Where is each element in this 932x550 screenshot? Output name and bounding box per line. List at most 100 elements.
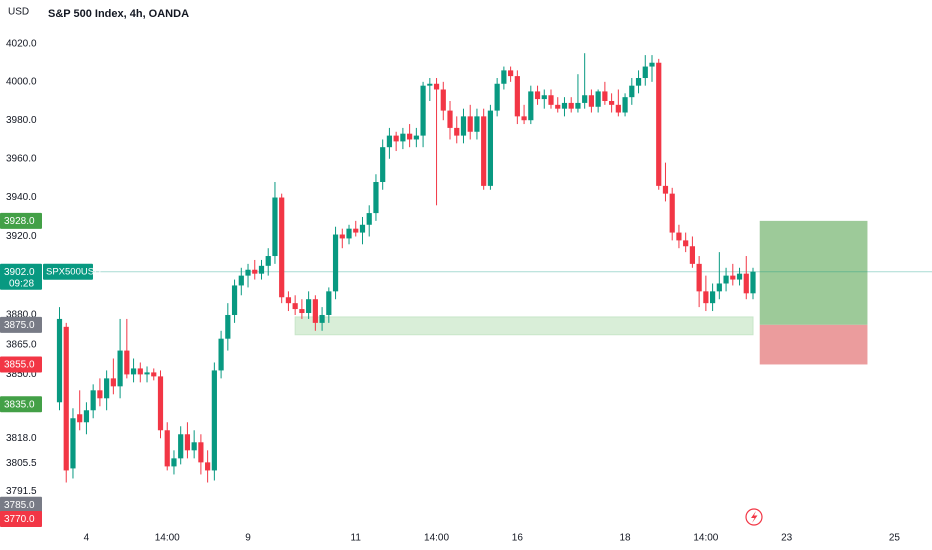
price-label: 3902.0 — [4, 267, 35, 278]
candle-body — [346, 228, 352, 239]
candle-body — [312, 299, 318, 323]
price-label-box — [0, 316, 42, 333]
alert-icon[interactable] — [745, 508, 763, 526]
candle-body — [205, 462, 211, 471]
candle-body — [609, 101, 615, 105]
candle-body — [615, 104, 621, 113]
candle-body — [736, 273, 743, 280]
candle-body — [306, 299, 312, 314]
candle-body — [231, 285, 238, 315]
candle-body — [265, 256, 271, 266]
price-labels: 3928.03902.009:28SPX500USD3875.03855.038… — [0, 212, 101, 527]
candle-body — [83, 410, 90, 423]
candle-body — [575, 102, 581, 109]
candle-body — [56, 318, 63, 403]
candle-body — [508, 70, 514, 77]
candle-body — [285, 297, 292, 304]
candle-body — [716, 283, 722, 292]
candle-body — [662, 185, 669, 194]
candle-body — [454, 127, 460, 136]
candle-body — [407, 133, 413, 140]
candle-body — [292, 303, 298, 310]
candle-body — [528, 91, 534, 121]
x-tick-label: 14:00 — [424, 533, 449, 544]
candle-body — [696, 263, 702, 292]
candle-body — [319, 314, 325, 323]
y-tick-label: 3791.5 — [6, 486, 37, 497]
candle-body — [501, 70, 507, 84]
x-tick-label: 23 — [781, 533, 793, 544]
candle-body — [218, 338, 224, 371]
candle-body — [258, 265, 265, 274]
candle-body — [683, 240, 689, 247]
candle-body — [582, 95, 588, 103]
y-tick-label: 3865.0 — [6, 339, 37, 350]
y-tick-label: 3818.0 — [6, 433, 37, 444]
candle-body — [676, 232, 682, 241]
x-tick-label: 14:00 — [693, 533, 718, 544]
candle-body — [481, 116, 487, 186]
price-label-box — [0, 212, 42, 229]
candle-body — [447, 110, 453, 128]
y-tick-label: 3920.0 — [6, 231, 37, 242]
x-tick-label: 18 — [620, 533, 632, 544]
y-tick-label: 3805.5 — [6, 458, 37, 469]
candles — [56, 53, 756, 483]
price-label: 3770.0 — [4, 514, 35, 525]
candle-body — [440, 89, 446, 111]
candle-body — [420, 85, 426, 136]
candle-body — [730, 275, 736, 280]
candle-body — [561, 102, 568, 109]
candle-body — [541, 95, 547, 100]
candle-body — [413, 135, 419, 140]
candle-body — [514, 76, 520, 117]
candle-body — [635, 78, 642, 86]
position-profit — [759, 220, 868, 325]
candle-body — [689, 246, 696, 264]
chart-title: S&P 500 Index, 4h, OANDA — [48, 8, 189, 20]
candle-body — [198, 442, 204, 463]
candle-body — [460, 116, 467, 136]
y-tick-label: 3850.0 — [6, 369, 37, 380]
y-unit: USD — [8, 7, 29, 18]
candle-body — [393, 135, 399, 142]
drawings — [50, 220, 932, 365]
candle-body — [117, 350, 123, 387]
candle-body — [373, 181, 379, 214]
y-tick-label: 4000.0 — [6, 76, 37, 87]
candle-body — [124, 350, 130, 375]
candle-body — [151, 372, 157, 377]
candle-body — [191, 442, 197, 451]
candle-body — [629, 85, 635, 98]
candle-body — [427, 83, 433, 86]
x-tick-label: 11 — [351, 533, 362, 544]
candle-body — [279, 197, 285, 298]
candle-body — [568, 102, 574, 109]
candle-body — [642, 66, 648, 79]
price-label: 3928.0 — [4, 216, 35, 227]
candle-body — [299, 309, 305, 314]
candle-body — [178, 434, 184, 459]
candle-body — [703, 291, 709, 304]
candle-body — [353, 228, 359, 233]
y-tick-label: 4020.0 — [6, 38, 37, 49]
candle-body — [710, 291, 716, 304]
candle-body — [669, 193, 675, 233]
candle-body — [622, 97, 628, 113]
candle-body — [104, 378, 110, 399]
candle-body — [252, 269, 258, 274]
candle-body — [77, 414, 83, 423]
candle-body — [487, 110, 494, 186]
candle-body — [90, 390, 96, 411]
price-label-box — [0, 396, 42, 413]
candle-body — [184, 434, 191, 451]
candle-body — [548, 95, 554, 105]
x-tick-label: 25 — [889, 533, 901, 544]
alert-bolt — [751, 511, 758, 523]
candle-body — [157, 376, 164, 431]
candle-body — [63, 326, 69, 471]
candle-body — [656, 62, 662, 186]
price-countdown: 09:28 — [9, 278, 34, 289]
axes: 4020.0 4000.0 3980.0 3960.0 3940.0 3920.0 3880… — [6, 38, 900, 543]
